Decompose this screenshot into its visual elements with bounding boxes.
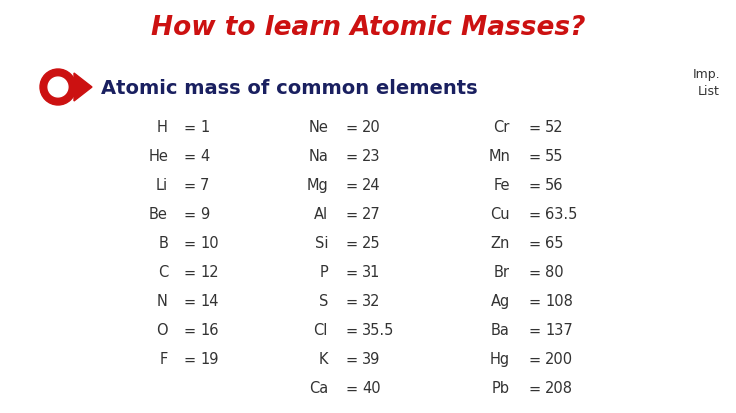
Text: Mn: Mn bbox=[488, 149, 510, 164]
Text: =: = bbox=[346, 120, 358, 135]
Text: 35.5: 35.5 bbox=[362, 323, 394, 338]
Text: Al: Al bbox=[314, 207, 328, 222]
Text: 39: 39 bbox=[362, 351, 381, 367]
Text: =: = bbox=[346, 207, 358, 222]
Text: =: = bbox=[184, 178, 196, 193]
Text: 52: 52 bbox=[545, 120, 564, 135]
Text: Be: Be bbox=[149, 207, 168, 222]
Text: K: K bbox=[319, 351, 328, 367]
Text: =: = bbox=[184, 207, 196, 222]
Text: =: = bbox=[346, 323, 358, 338]
Text: 14: 14 bbox=[200, 294, 219, 309]
Text: =: = bbox=[346, 351, 358, 367]
Text: Pb: Pb bbox=[492, 380, 510, 396]
Text: 208: 208 bbox=[545, 380, 573, 396]
Text: =: = bbox=[184, 149, 196, 164]
Text: =: = bbox=[529, 380, 541, 396]
Text: Ba: Ba bbox=[491, 323, 510, 338]
Text: 1: 1 bbox=[200, 120, 209, 135]
Text: =: = bbox=[184, 351, 196, 367]
Text: =: = bbox=[529, 323, 541, 338]
Text: Cl: Cl bbox=[314, 323, 328, 338]
Circle shape bbox=[48, 78, 68, 97]
Text: 27: 27 bbox=[362, 207, 381, 222]
Text: 9: 9 bbox=[200, 207, 209, 222]
Text: C: C bbox=[51, 80, 63, 98]
Text: 4: 4 bbox=[200, 149, 209, 164]
Text: O: O bbox=[156, 323, 168, 338]
Text: 63.5: 63.5 bbox=[545, 207, 577, 222]
Text: =: = bbox=[184, 323, 196, 338]
Text: 80: 80 bbox=[545, 265, 564, 280]
Text: S: S bbox=[319, 294, 328, 309]
Text: Zn: Zn bbox=[491, 236, 510, 251]
Text: =: = bbox=[346, 294, 358, 309]
Text: =: = bbox=[529, 178, 541, 193]
Text: Li: Li bbox=[156, 178, 168, 193]
Text: N: N bbox=[157, 294, 168, 309]
Text: Br: Br bbox=[494, 265, 510, 280]
Text: Fe: Fe bbox=[494, 178, 510, 193]
Text: =: = bbox=[529, 265, 541, 280]
Circle shape bbox=[40, 70, 76, 106]
Text: =: = bbox=[346, 178, 358, 193]
Text: =: = bbox=[529, 207, 541, 222]
Text: 7: 7 bbox=[200, 178, 209, 193]
Text: =: = bbox=[184, 294, 196, 309]
Text: Ag: Ag bbox=[491, 294, 510, 309]
Text: =: = bbox=[529, 294, 541, 309]
Text: Ne: Ne bbox=[308, 120, 328, 135]
Text: 16: 16 bbox=[200, 323, 219, 338]
Text: Atomic mass of common elements: Atomic mass of common elements bbox=[101, 78, 478, 97]
Text: B: B bbox=[158, 236, 168, 251]
Text: 55: 55 bbox=[545, 149, 564, 164]
Text: =: = bbox=[346, 265, 358, 280]
Text: Hg: Hg bbox=[490, 351, 510, 367]
Text: Mg: Mg bbox=[306, 178, 328, 193]
Text: =: = bbox=[184, 236, 196, 251]
Text: =: = bbox=[529, 120, 541, 135]
Text: 40: 40 bbox=[362, 380, 381, 396]
Text: =: = bbox=[346, 380, 358, 396]
Text: 65: 65 bbox=[545, 236, 564, 251]
Text: 108: 108 bbox=[545, 294, 573, 309]
Text: How to learn Atomic Masses?: How to learn Atomic Masses? bbox=[151, 15, 585, 41]
Text: =: = bbox=[184, 265, 196, 280]
Text: Na: Na bbox=[308, 149, 328, 164]
Text: Si: Si bbox=[314, 236, 328, 251]
Text: 200: 200 bbox=[545, 351, 573, 367]
Polygon shape bbox=[74, 74, 92, 102]
Text: =: = bbox=[529, 149, 541, 164]
Text: 25: 25 bbox=[362, 236, 381, 251]
Text: 20: 20 bbox=[362, 120, 381, 135]
Text: 56: 56 bbox=[545, 178, 564, 193]
Text: Cu: Cu bbox=[490, 207, 510, 222]
Text: Cr: Cr bbox=[494, 120, 510, 135]
Text: 32: 32 bbox=[362, 294, 381, 309]
Text: 23: 23 bbox=[362, 149, 381, 164]
Text: 10: 10 bbox=[200, 236, 219, 251]
Text: =: = bbox=[346, 236, 358, 251]
Text: Imp.
List: Imp. List bbox=[693, 68, 720, 98]
Text: P: P bbox=[319, 265, 328, 280]
Text: He: He bbox=[148, 149, 168, 164]
Text: H: H bbox=[157, 120, 168, 135]
Text: 19: 19 bbox=[200, 351, 219, 367]
Text: C: C bbox=[158, 265, 168, 280]
Text: Ca: Ca bbox=[308, 380, 328, 396]
Text: =: = bbox=[184, 120, 196, 135]
Text: =: = bbox=[529, 236, 541, 251]
Text: =: = bbox=[346, 149, 358, 164]
Text: 31: 31 bbox=[362, 265, 381, 280]
Text: F: F bbox=[160, 351, 168, 367]
Text: 24: 24 bbox=[362, 178, 381, 193]
Text: 137: 137 bbox=[545, 323, 573, 338]
Text: 12: 12 bbox=[200, 265, 219, 280]
Text: =: = bbox=[529, 351, 541, 367]
